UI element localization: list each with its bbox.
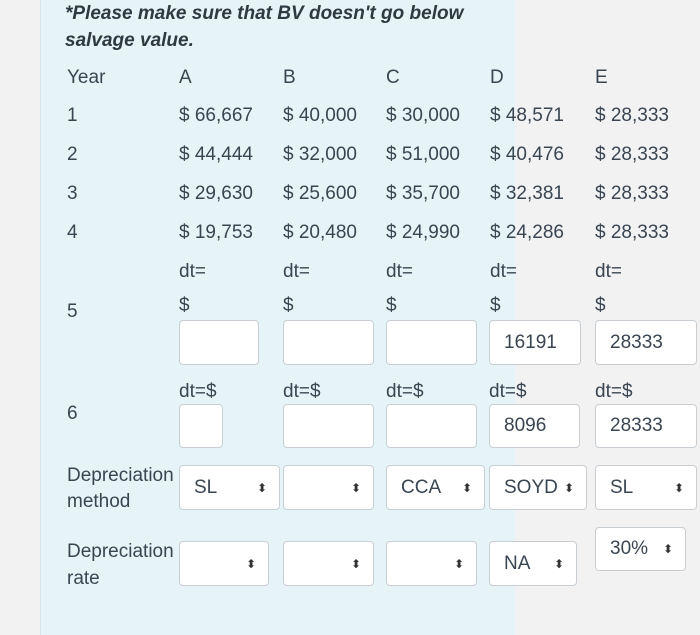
value-1-d: $ 48,571 — [490, 105, 564, 126]
input-6-c[interactable] — [386, 404, 477, 448]
year-3: 3 — [67, 183, 78, 204]
method-label-line-2: method — [67, 491, 131, 512]
rate-label-line-1: Depreciation — [67, 541, 174, 562]
method-select-d[interactable]: SOYD ⬍ — [489, 465, 587, 510]
dt-label-5-c: dt= — [386, 261, 413, 282]
value-4-e: $ 28,333 — [595, 222, 669, 243]
question-panel — [40, 0, 516, 635]
value-1-a: $ 66,667 — [179, 105, 253, 126]
value-1-e: $ 28,333 — [595, 105, 669, 126]
input-5-e-value: 28333 — [610, 331, 663, 353]
note-line-2: salvage value. — [65, 30, 194, 51]
input-6-a[interactable] — [179, 404, 223, 448]
rate-select-a[interactable]: ⬍ — [179, 541, 269, 586]
value-3-b: $ 25,600 — [283, 183, 357, 204]
col-header-c: C — [386, 67, 400, 88]
method-select-c-value: CCA — [401, 476, 442, 498]
dollar-5-e: $ — [595, 295, 606, 316]
value-3-a: $ 29,630 — [179, 183, 253, 204]
dollar-5-c: $ — [386, 295, 397, 316]
year-5: 5 — [67, 301, 78, 322]
dt-label-6-c: dt=$ — [386, 381, 424, 402]
chevron-updown-icon: ⬍ — [662, 542, 673, 556]
value-2-a: $ 44,444 — [179, 144, 253, 165]
rate-label-line-2: rate — [67, 568, 100, 589]
input-6-e[interactable]: 28333 — [595, 404, 697, 448]
col-header-d: D — [490, 67, 504, 88]
value-1-b: $ 40,000 — [283, 105, 357, 126]
method-select-e[interactable]: SL ⬍ — [595, 465, 697, 510]
input-5-b[interactable] — [283, 320, 374, 365]
year-2: 2 — [67, 144, 78, 165]
year-1: 1 — [67, 105, 78, 126]
method-select-a-value: SL — [194, 476, 218, 498]
chevron-updown-icon: ⬍ — [553, 556, 564, 571]
rate-select-e[interactable]: 30% ⬍ — [595, 527, 686, 571]
note-line-1: *Please make sure that BV doesn't go bel… — [65, 3, 464, 24]
chevron-updown-icon: ⬍ — [453, 556, 464, 571]
input-6-e-value: 28333 — [610, 415, 663, 436]
chevron-updown-icon: ⬍ — [350, 556, 361, 571]
method-label-line-1: Depreciation — [67, 465, 174, 486]
input-5-e[interactable]: 28333 — [595, 320, 697, 365]
value-4-d: $ 24,286 — [490, 222, 564, 243]
dt-label-5-b: dt= — [283, 261, 310, 282]
method-select-d-value: SOYD — [504, 476, 558, 498]
value-2-d: $ 40,476 — [490, 144, 564, 165]
method-select-c[interactable]: CCA ⬍ — [386, 465, 485, 510]
chevron-updown-icon: ⬍ — [673, 480, 684, 495]
input-5-d-value: 16191 — [504, 331, 557, 353]
input-6-b[interactable] — [283, 404, 374, 448]
col-header-e: E — [595, 67, 608, 88]
value-3-d: $ 32,381 — [490, 183, 564, 204]
value-3-e: $ 28,333 — [595, 183, 669, 204]
value-1-c: $ 30,000 — [386, 105, 460, 126]
chevron-updown-icon: ⬍ — [350, 480, 361, 495]
chevron-updown-icon: ⬍ — [461, 480, 472, 495]
input-6-d-value: 8096 — [504, 415, 547, 436]
method-select-b[interactable]: ⬍ — [283, 465, 374, 510]
rate-select-d[interactable]: NA ⬍ — [489, 541, 577, 586]
rate-select-e-value: 30% — [610, 538, 649, 559]
year-header: Year — [67, 67, 106, 88]
chevron-updown-icon: ⬍ — [563, 480, 574, 495]
method-select-a[interactable]: SL ⬍ — [179, 465, 280, 510]
col-header-a: A — [179, 67, 192, 88]
dt-label-5-e: dt= — [595, 261, 622, 282]
rate-select-c[interactable]: ⬍ — [386, 541, 477, 586]
value-4-c: $ 24,990 — [386, 222, 460, 243]
input-5-d[interactable]: 16191 — [489, 320, 581, 365]
col-header-b: B — [283, 67, 296, 88]
dt-label-5-d: dt= — [490, 261, 517, 282]
rate-select-b[interactable]: ⬍ — [283, 541, 374, 586]
dt-label-6-b: dt=$ — [283, 381, 321, 402]
chevron-updown-icon: ⬍ — [245, 556, 256, 571]
value-2-c: $ 51,000 — [386, 144, 460, 165]
dollar-5-b: $ — [283, 295, 294, 316]
dt-label-6-e: dt=$ — [595, 381, 633, 402]
year-4: 4 — [67, 222, 78, 243]
chevron-updown-icon: ⬍ — [256, 480, 267, 495]
value-3-c: $ 35,700 — [386, 183, 460, 204]
value-2-b: $ 32,000 — [283, 144, 357, 165]
input-5-a[interactable] — [179, 320, 259, 365]
value-4-a: $ 19,753 — [179, 222, 253, 243]
dollar-5-a: $ — [179, 295, 190, 316]
value-2-e: $ 28,333 — [595, 144, 669, 165]
value-4-b: $ 20,480 — [283, 222, 357, 243]
method-select-e-value: SL — [610, 476, 634, 498]
input-5-c[interactable] — [386, 320, 477, 365]
dollar-5-d: $ — [490, 295, 501, 316]
dt-label-6-d: dt=$ — [489, 381, 527, 402]
year-6: 6 — [67, 403, 78, 424]
rate-select-d-value: NA — [504, 552, 531, 574]
dt-label-5-a: dt= — [179, 261, 206, 282]
input-6-d[interactable]: 8096 — [489, 404, 580, 448]
dt-label-6-a: dt=$ — [179, 381, 217, 402]
